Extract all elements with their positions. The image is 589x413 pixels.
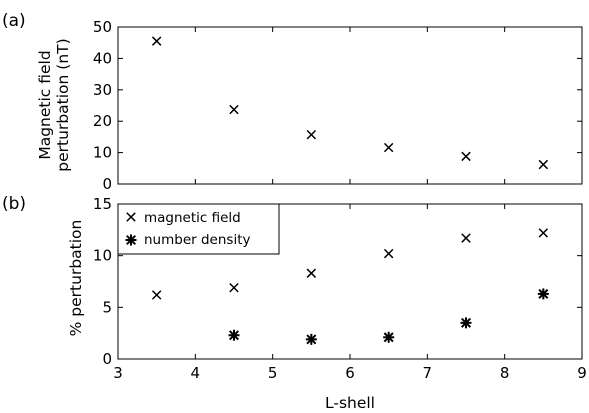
x-axis-label: L-shell [325,394,375,412]
panel-b-series-0-point [462,234,470,242]
legend: magnetic field number density [118,204,279,254]
panel-b-series-1-point [229,330,240,341]
panel-a-label: (a) [2,11,26,31]
panel-b-series-0-point [152,291,160,299]
panel-b-series-0-point [307,269,315,277]
panel-b-xtick-label: 8 [500,364,510,382]
panel-b-ytick-label: 15 [93,195,112,213]
panel-b-xtick-label: 9 [577,364,587,382]
panel-b-xtick-label: 4 [191,364,201,382]
panel-b: (b) % perturbation L-shell 0 5 10 15 3 4 5 6 7 8 9… [2,194,587,412]
panel-b-xtick-label: 5 [268,364,278,382]
panel-a-ytick-label: 10 [93,144,112,162]
panel-a-series-0-point [230,105,238,113]
panel-a-series-0-point [307,131,315,139]
panel-a-ytick-label: 40 [93,49,112,67]
legend-marker-asterisk [126,235,137,246]
panel-b-ytick-label: 0 [102,350,112,368]
panel-a-series-0-point [539,160,547,168]
panel-a-ytick-label: 50 [93,18,112,36]
panel-b-xtick-label: 6 [345,364,355,382]
panel-a: (a) Magnetic field perturbation (nT) 0 10… [2,11,582,193]
legend-label-magnetic-field: magnetic field [144,210,241,226]
panel-b-series-1-point [538,288,549,299]
panel-a-ytick-label: 20 [93,112,112,130]
panel-b-xtick-label: 7 [423,364,433,382]
panel-b-series-1-point [306,334,317,345]
panel-a-y-axis-label: Magnetic field perturbation (nT) [36,38,72,171]
legend-marker-number-density [126,235,137,246]
panel-b-ytick-label: 10 [93,247,112,265]
panel-a-series-0-point [384,143,392,151]
panel-a-ytick-label: 30 [93,81,112,99]
panel-b-series-1-point [383,332,394,343]
panel-b-ytick-label: 5 [102,298,112,316]
panel-b-y-axis-label: % perturbation [67,220,85,337]
panel-a-marks [152,37,547,169]
panel-b-label: (b) [2,194,26,214]
panel-b-xtick-label: 3 [113,364,123,382]
panel-b-series-1-point [461,317,472,328]
legend-label-number-density: number density [144,232,250,248]
panel-a-y-axis-label-line-1: Magnetic field [36,50,54,159]
panel-a-y-axis-label-line-2: perturbation (nT) [54,38,72,171]
panel-a-plot-frame [118,27,582,184]
panel-a-series-0-point [152,37,160,45]
panel-a-ticks: 0 10 20 30 40 50 [93,18,582,193]
panel-b-series-0-point [230,284,238,292]
panel-a-series-0-point [462,152,470,160]
panel-a-ytick-label: 0 [102,175,112,193]
panel-b-series-0-point [384,249,392,257]
panel-b-series-0-point [539,229,547,237]
